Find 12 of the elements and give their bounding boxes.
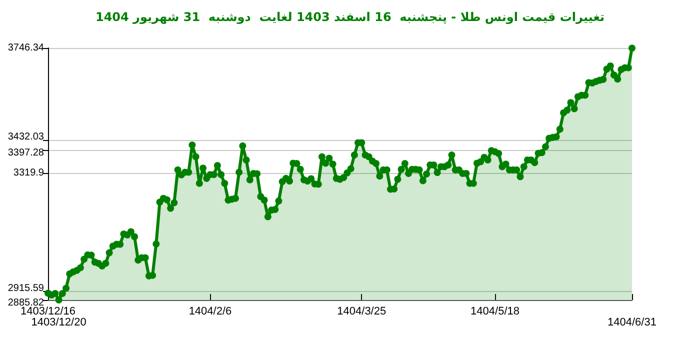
x-tick-label: 1403/12/16 [20, 306, 76, 318]
x-tick-label: 1404/6/31 [608, 316, 656, 328]
y-tick-label: 2915.59 [8, 282, 44, 294]
y-tick-label: 3432.03 [8, 132, 44, 143]
chart-title: تغییرات قیمت اونس طلا - پنجشنبه 16 اسفند 1403 لغایت دوشنبه 31 شهریور 1404 [95, 10, 605, 24]
x-tick-label: 1404/3/25 [337, 306, 386, 318]
y-tick-label: 3319.9 [13, 167, 44, 178]
y-tick-label: 3397.28 [8, 148, 44, 159]
y-tick-label: 3746.34 [8, 42, 44, 54]
x-tick-label: 1404/2/6 [188, 306, 232, 318]
x-tick-label: 1404/5/18 [470, 306, 520, 318]
x-tick-label: 1403/12/20 [31, 316, 86, 328]
